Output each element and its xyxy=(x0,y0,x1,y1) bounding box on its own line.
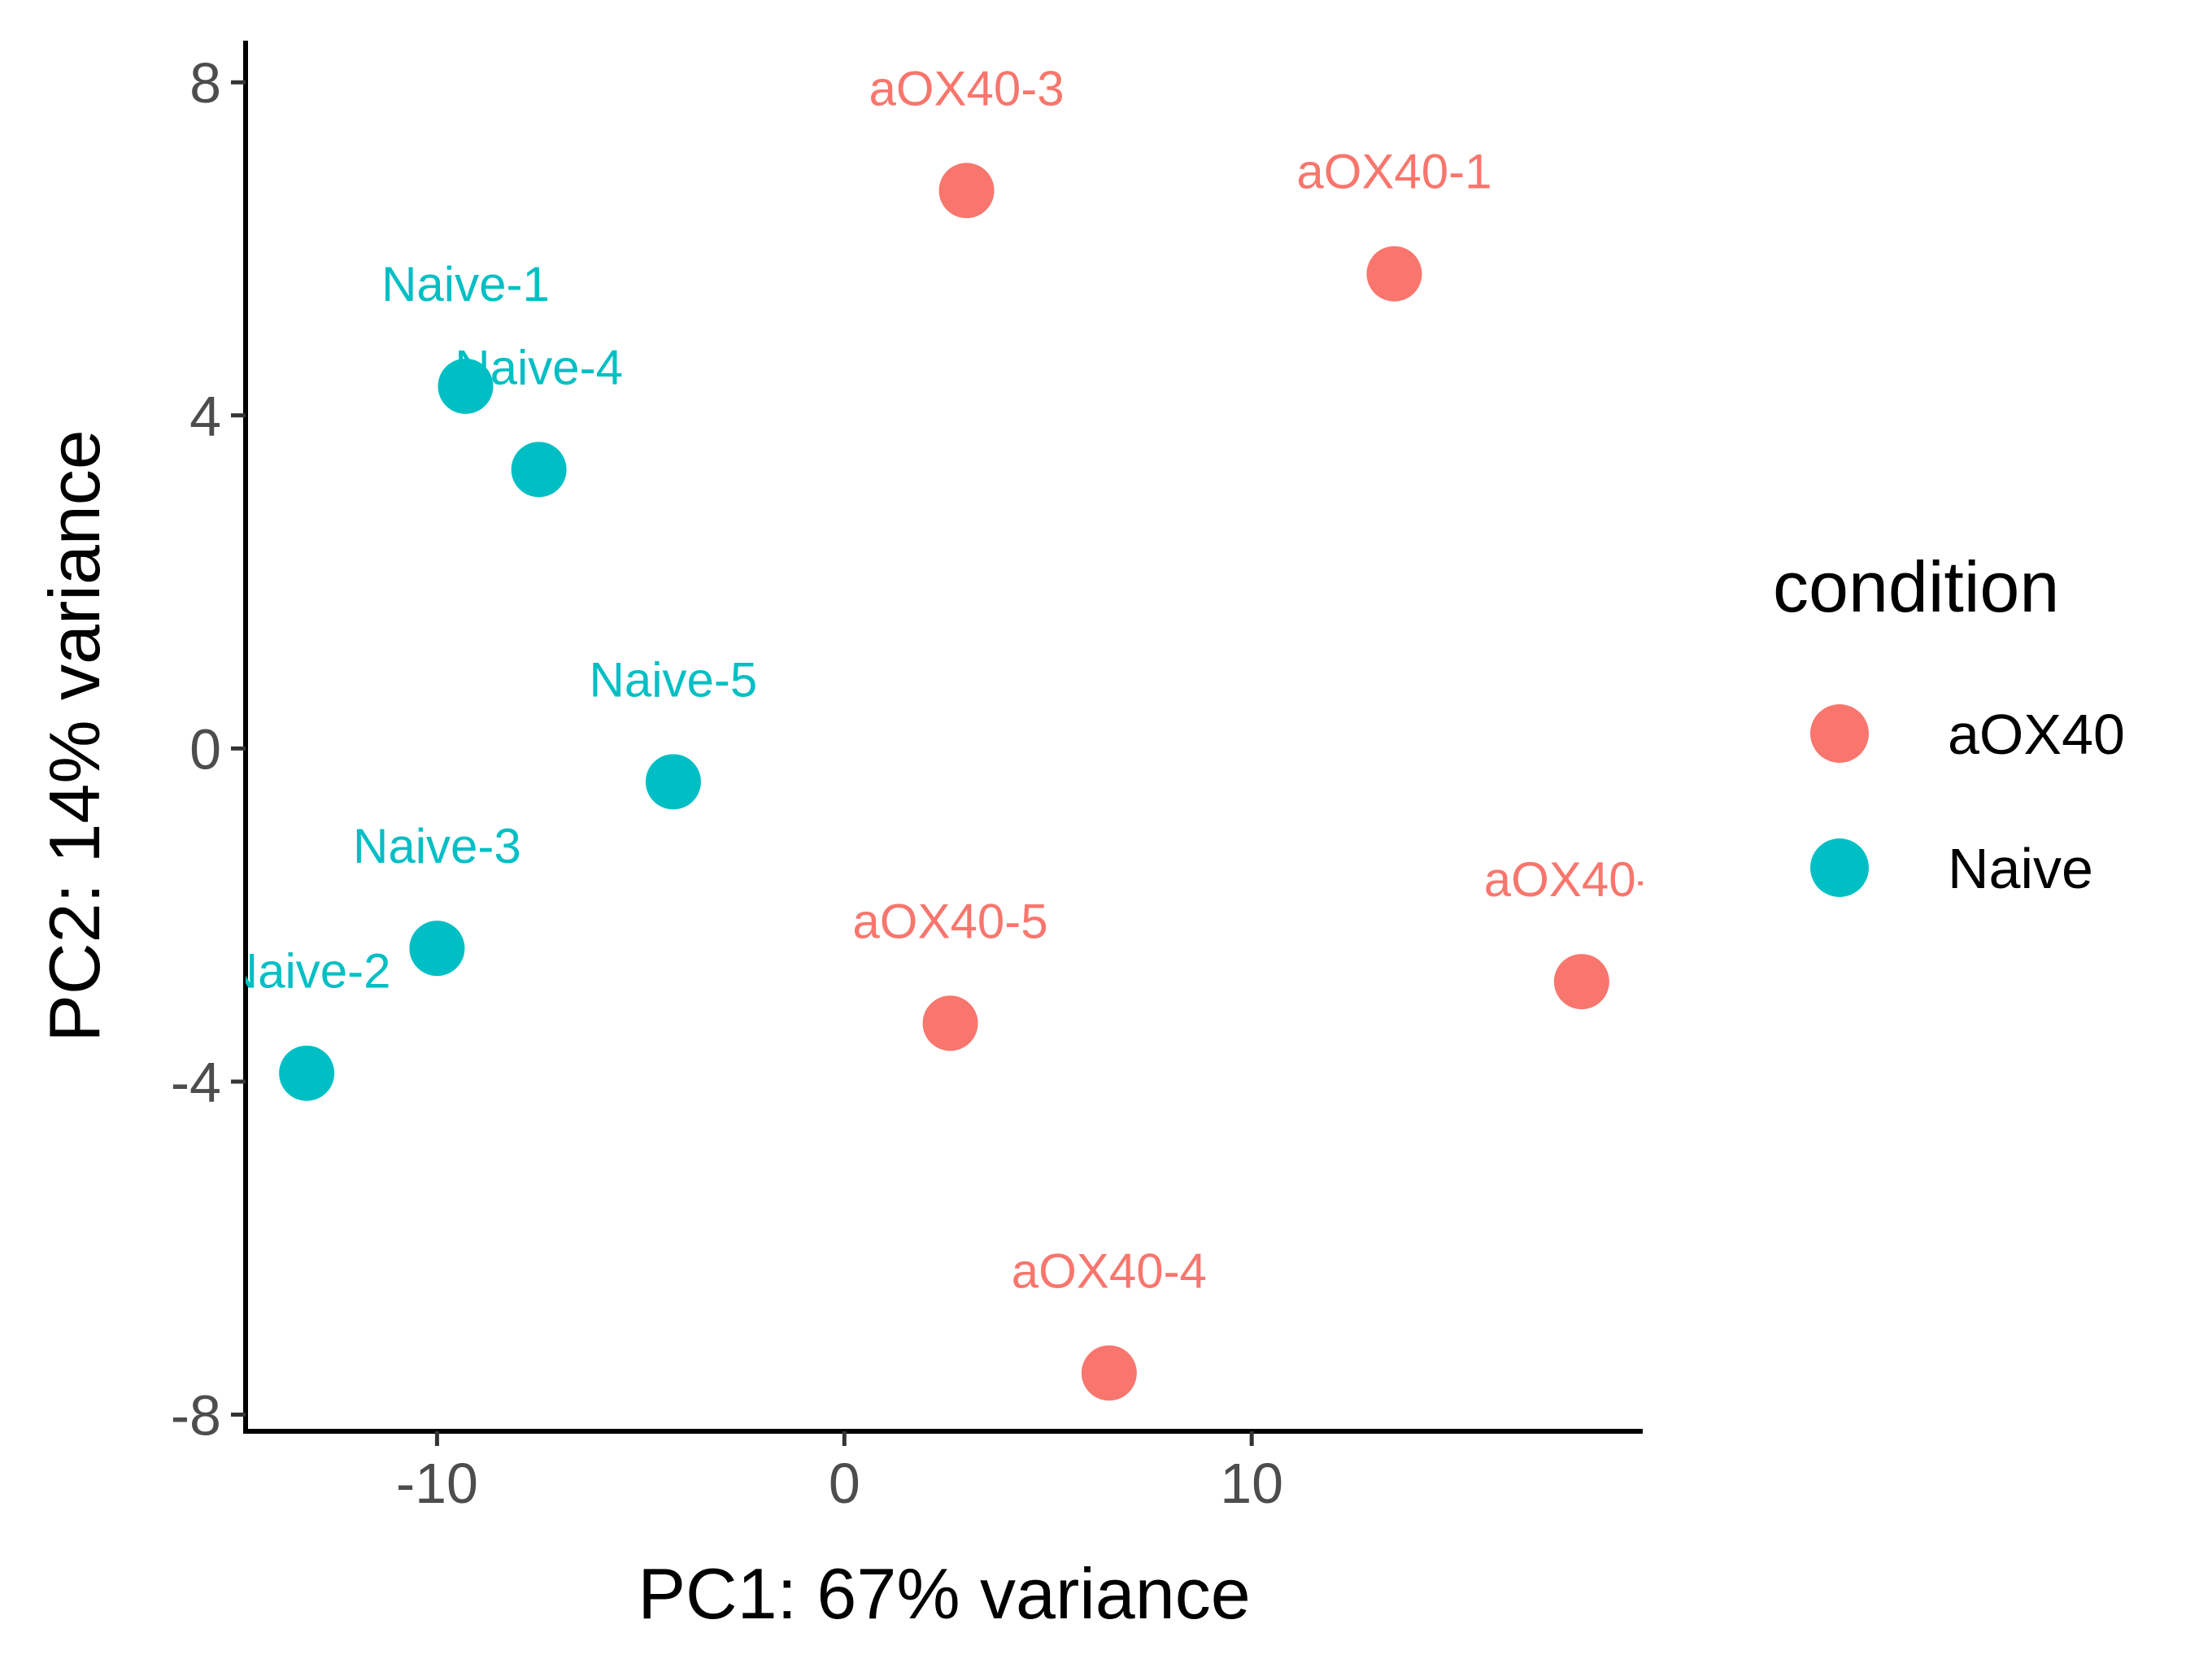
legend-swatch xyxy=(1810,704,1869,763)
y-tick-label: -4 xyxy=(171,1051,221,1114)
data-point xyxy=(1366,246,1422,302)
x-axis-title: PC1: 67% variance xyxy=(638,1553,1250,1634)
y-axis-title: PC2: 14% variance xyxy=(34,429,115,1042)
series-aox40: aOX40-1 aOX40-2 aOX40-3 aOX40-4 aOX40-5 xyxy=(852,61,1679,1401)
y-tick-label: -8 xyxy=(171,1384,221,1448)
data-point xyxy=(938,163,995,219)
data-point xyxy=(922,995,978,1052)
x-tick-label: 0 xyxy=(829,1452,860,1515)
point-label: Naive-3 xyxy=(353,819,521,873)
y-tick-label: 8 xyxy=(189,51,221,115)
point-label: aOX40-2 xyxy=(1484,852,1679,907)
point-label: aOX40-5 xyxy=(852,894,1047,948)
point-label: Naive-2 xyxy=(223,944,391,999)
data-point xyxy=(279,1045,335,1101)
legend: condition aOX40 Naive xyxy=(1773,546,2125,900)
point-label: aOX40-3 xyxy=(869,61,1064,115)
point-label: aOX40-1 xyxy=(1296,145,1491,199)
data-points: aOX40-1 aOX40-2 aOX40-3 aOX40-4 aOX40-5 Naive… xyxy=(223,61,1679,1401)
legend-title: condition xyxy=(1773,546,2059,627)
legend-swatch xyxy=(1810,838,1869,897)
point-label: Naive-5 xyxy=(590,652,758,707)
x-tick-label: -10 xyxy=(396,1452,478,1515)
x-tick-label: 10 xyxy=(1220,1452,1283,1515)
series-naive: Naive-1 Naive-2 Naive-3 Naive-4 Naive-5 xyxy=(223,257,758,1101)
point-label: Naive-4 xyxy=(455,340,623,394)
data-point xyxy=(438,358,494,414)
data-point xyxy=(409,921,465,977)
y-tick-label: 4 xyxy=(189,385,221,448)
data-point xyxy=(511,442,567,498)
data-point xyxy=(1081,1345,1137,1401)
legend-label: aOX40 xyxy=(1948,703,2125,766)
point-label: aOX40-4 xyxy=(1012,1243,1207,1298)
y-tick-label: 0 xyxy=(189,717,221,781)
axes: -10 0 10 -8 -4 0 4 8 xyxy=(171,41,1643,1515)
data-point xyxy=(645,754,701,810)
legend-label: Naive xyxy=(1948,837,2093,900)
point-label: Naive-1 xyxy=(381,257,550,311)
data-point xyxy=(1553,954,1609,1010)
